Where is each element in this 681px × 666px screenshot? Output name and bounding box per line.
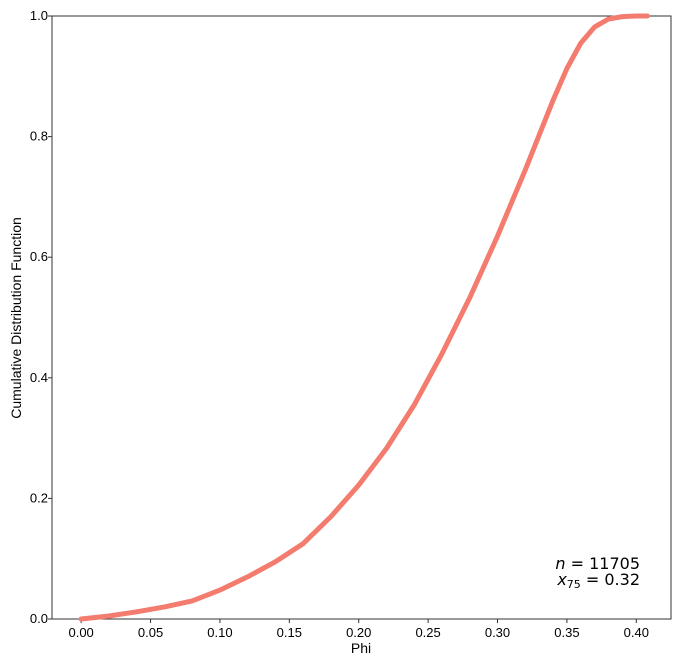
y-tick-label: 1.0 xyxy=(30,8,48,23)
cdf-series-line xyxy=(78,13,650,622)
x-tick-label: 0.30 xyxy=(485,625,510,640)
y-tick-label: 0.0 xyxy=(30,611,48,626)
y-tick-label: 0.6 xyxy=(30,249,48,264)
y-axis-title: Cumulative Distribution Function xyxy=(8,217,24,419)
svg-text:n = 11705: n = 11705 xyxy=(555,554,640,573)
x-axis-ticks: 0.00 0.05 0.10 0.15 0.20 0.25 0.30 0.35 0.40 xyxy=(68,619,649,640)
n-value: = 11705 xyxy=(566,554,640,573)
x-axis-title: Phi xyxy=(351,640,371,656)
y-axis-ticks: 0.0 0.2 0.4 0.6 0.8 1.0 xyxy=(30,8,52,626)
x-tick-label: 0.10 xyxy=(207,625,232,640)
svg-text:x75 = 0.32: x75 = 0.32 xyxy=(556,570,640,591)
y-tick-label: 0.8 xyxy=(30,129,48,144)
x-tick-label: 0.40 xyxy=(624,625,649,640)
x-tick-label: 0.20 xyxy=(346,625,371,640)
x-tick-label: 0.05 xyxy=(138,625,163,640)
y-tick-label: 0.4 xyxy=(30,370,48,385)
x-tick-label: 0.15 xyxy=(277,625,302,640)
x-tick-label: 0.25 xyxy=(415,625,440,640)
x-tick-label: 0.00 xyxy=(68,625,93,640)
x-symbol: x xyxy=(556,570,567,589)
x-subscript: 75 xyxy=(567,578,581,591)
y-tick-label: 0.2 xyxy=(30,490,48,505)
x-value: = 0.32 xyxy=(581,570,640,589)
x-tick-label: 0.35 xyxy=(554,625,579,640)
stats-annotation: n = 11705 x75 = 0.32 xyxy=(555,554,640,591)
plot-frame xyxy=(51,15,672,620)
n-symbol: n xyxy=(555,554,565,573)
